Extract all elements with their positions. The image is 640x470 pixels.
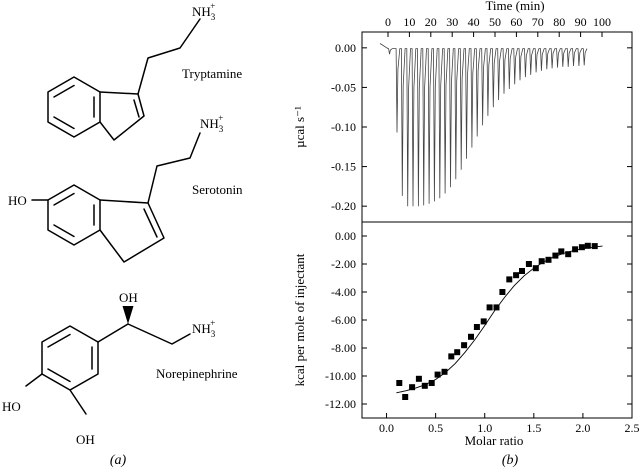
norepinephrine-hydroxyl-left: HO [2,399,21,414]
norepinephrine-label: Norepinephrine [156,366,238,381]
data-point [493,304,500,311]
isotherm-y-tick-label: -6.00 [331,313,356,327]
thermogram-x-tick-label: 40 [468,15,480,29]
tryptamine-structure [47,18,201,141]
thermogram-x-tick-label: 70 [532,15,544,29]
wedge-bond [122,306,134,324]
isotherm-x-tick-label: 0.5 [428,421,443,435]
thermogram-y-tick-label: -0.15 [331,160,356,174]
structure-labels: NH3+ Tryptamine NH3+ Serotonin HO OH NH3… [2,1,243,447]
isotherm-y-tick-label: -2.00 [331,257,356,271]
panel-a [25,18,201,415]
thermogram-trace [379,43,588,207]
isotherm-y-tick-label: -12.00 [325,397,356,411]
thermogram-top-ticks: 0 10 20 30 40 50 60 70 80 90 100 [385,15,611,37]
tryptamine-amine: NH3+ [192,1,216,22]
isotherm-y-label: kcal per mole of injectant [292,253,307,386]
data-point [525,261,532,267]
data-point [402,394,409,400]
thermogram-x-tick-label: 90 [575,15,587,29]
data-point [441,368,448,375]
panel-b: 0 10 20 30 40 50 60 70 80 90 100 0.00 -0.05 -0.10 -0.… [292,0,640,468]
isotherm-frame [361,221,633,419]
thermogram-y-tick-label: 0.00 [335,41,356,55]
thermogram-line [379,43,588,207]
data-point [409,384,416,391]
thermogram-y-label: µcal s⁻¹ [292,106,307,148]
serotonin-amine: NH3+ [200,113,224,134]
data-point [499,289,506,295]
data-point [584,242,591,249]
data-point [428,380,435,386]
data-point [552,252,559,259]
thermogram-x-tick-label: 20 [425,15,437,29]
norepinephrine-amine: NH3+ [192,318,216,339]
thermogram-plot: 0 10 20 30 40 50 60 70 80 90 100 0.00 -0.05 -0.10 -0.… [292,0,633,223]
data-point [591,243,598,250]
norepinephrine-structure [25,323,191,415]
isotherm-x-tick-label: 1.0 [477,421,492,435]
thermogram-x-tick-label: 30 [446,15,458,29]
isotherm-fit-curve [396,245,603,394]
data-point [558,248,565,255]
thermogram-y-tick-label: -0.20 [331,199,356,213]
serotonin-structure [31,132,201,263]
data-point [578,244,585,251]
data-point [461,342,468,349]
isotherm-y-tick-label: 0.00 [335,229,356,243]
data-point [486,304,493,311]
serotonin-hydroxyl: HO [8,193,27,208]
data-point [480,318,487,325]
isotherm-x-tick-label: 2.5 [625,421,640,435]
norepinephrine-hydroxyl-bottom: OH [76,432,95,447]
thermogram-x-tick-label: 80 [553,15,565,29]
data-point [473,324,480,330]
thermogram-x-tick-label: 10 [403,15,415,29]
data-point [513,272,520,279]
thermogram-y-ticks: 0.00 -0.05 -0.10 -0.15 -0.20 [331,41,632,213]
isotherm-y-tick-label: -10.00 [325,369,356,383]
isotherm-points [396,242,598,400]
data-point [415,375,422,382]
data-point [519,268,525,274]
thermogram-time-label: Time (min) [485,0,544,13]
norepinephrine-hydroxyl-top: OH [119,290,138,305]
data-point [448,353,455,360]
data-point [572,246,579,253]
data-point [545,256,552,263]
thermogram-x-tick-label: 60 [510,15,522,29]
data-point [565,251,572,258]
isotherm-x-tick-label: 2.0 [575,421,590,435]
thermogram-x-tick-label: 50 [489,15,501,29]
isotherm-x-ticks: 0.0 0.5 1.0 1.5 2.0 2.5 [379,413,640,435]
data-point [421,382,428,389]
data-point [506,276,513,283]
isotherm-y-tick-label: -8.00 [331,341,356,355]
data-point [538,258,545,265]
binding-isotherm-plot: 0.0 0.5 1.0 1.5 2.0 2.5 0.00 -2.00 -4.00 -6.00 -8… [292,221,640,448]
tryptamine-label: Tryptamine [182,66,242,81]
isotherm-y-tick-label: -4.00 [331,285,356,299]
data-point [532,265,539,272]
serotonin-label: Serotonin [192,182,243,197]
isotherm-x-tick-label: 0.0 [379,421,394,435]
data-point [396,380,403,386]
panel-b-label: (b) [502,453,519,468]
thermogram-x-tick-label: 100 [593,15,611,29]
thermogram-y-tick-label: -0.05 [331,80,356,94]
panel-a-label: (a) [110,453,127,468]
data-point [468,333,474,340]
isotherm-y-ticks: 0.00 -2.00 -4.00 -6.00 -8.00 -10.00 -12.00 [325,229,632,411]
isotherm-x-label: Molar ratio [465,433,524,448]
data-point [434,371,441,378]
isotherm-x-tick-label: 1.5 [526,421,541,435]
data-point [454,349,461,356]
thermogram-y-tick-label: -0.10 [331,120,356,134]
thermogram-x-tick-label: 0 [385,15,391,29]
